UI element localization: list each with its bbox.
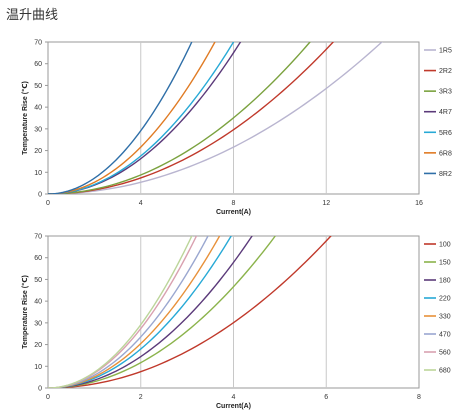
legend-label: 150 [439,260,451,267]
y-tick-label: 60 [34,255,42,262]
legend-label: 8R2 [439,171,452,178]
series-line-680 [48,236,193,388]
y-tick-label: 50 [34,83,42,90]
x-tick-label: 16 [415,200,423,207]
y-tick-label: 20 [34,342,42,349]
legend-label: 3R3 [439,89,452,96]
y-tick-label: 30 [34,320,42,327]
series-line-150 [48,236,277,388]
legend-label: 1R5 [439,48,452,55]
x-tick-label: 8 [417,394,421,401]
legend-label: 2R2 [439,68,452,75]
y-tick-label: 30 [34,126,42,133]
y-tick-label: 40 [34,299,42,306]
series-line-100 [48,236,332,388]
y-tick-label: 70 [34,40,42,47]
legend-label: 330 [439,314,451,321]
legend-label: 6R8 [439,150,452,157]
x-axis-label: Current(A) [216,403,251,410]
y-tick-label: 10 [34,364,42,371]
x-tick-label: 6 [324,394,328,401]
x-tick-label: 4 [139,200,143,207]
legend-label: 680 [439,368,451,375]
series-line-330 [48,236,221,388]
y-tick-label: 40 [34,105,42,112]
series-line-3R3 [48,42,311,194]
y-tick-label: 60 [34,61,42,68]
page-title: 温升曲线 [6,8,59,23]
x-tick-label: 4 [232,394,236,401]
x-tick-label: 0 [46,394,50,401]
series-line-8R2 [48,42,193,194]
x-axis-label: Current(A) [216,209,251,216]
series-line-4R7 [48,42,242,194]
series-line-180 [48,236,253,388]
series-line-560 [48,236,198,388]
legend-label: 180 [439,278,451,285]
x-tick-label: 0 [46,200,50,207]
y-axis-label: Temperature Rise (℃) [21,81,29,155]
y-tick-label: 0 [38,192,42,199]
x-tick-label: 2 [139,394,143,401]
legend-label: 100 [439,242,451,249]
y-tick-label: 0 [38,386,42,393]
series-line-6R8 [48,42,216,194]
legend-label: 560 [439,350,451,357]
y-axis-label: Temperature Rise (℃) [21,275,29,349]
y-tick-label: 20 [34,148,42,155]
chart-inductance-top: 0 4 8 12 16 0 10 20 30 40 50 60 70 Current(A) Temperat… [21,40,452,217]
legend-label: 4R7 [439,109,452,116]
legend-label: 470 [439,332,451,339]
series-line-5R6 [48,42,235,194]
series-line-2R2 [48,42,335,194]
series-line-220 [48,236,232,388]
x-tick-label: 12 [322,200,330,207]
series-line-470 [48,236,209,388]
x-tick-label: 8 [232,200,236,207]
y-tick-label: 50 [34,277,42,284]
legend-label: 5R6 [439,130,452,137]
y-tick-label: 70 [34,234,42,241]
chart-inductance-bottom: 0 2 4 6 8010203040506070Current(A)Temperatur… [21,234,451,411]
y-tick-label: 10 [34,170,42,177]
series-line-1R5 [48,42,383,194]
legend-label: 220 [439,296,451,303]
